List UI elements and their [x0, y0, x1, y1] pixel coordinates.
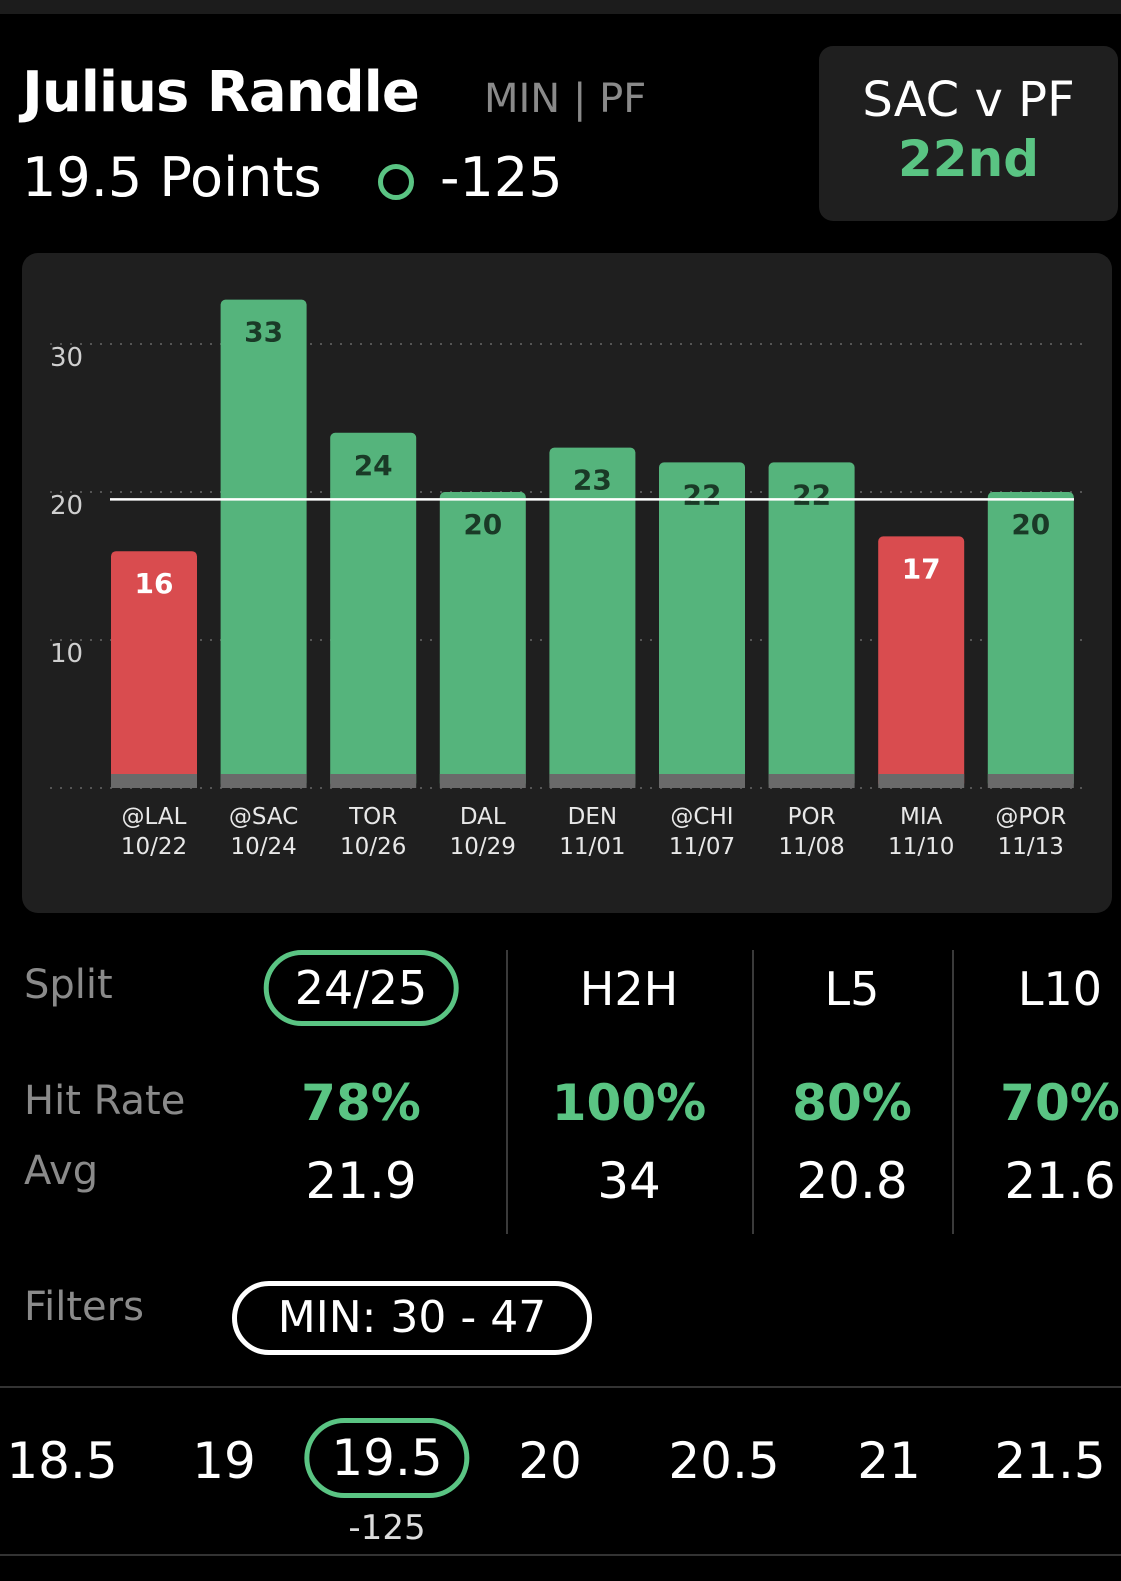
filters-label: Filters — [24, 1284, 144, 1330]
bar-chart: 10 20 30 16 @LAL 10/22 33 @SAC 10/24 24 TOR 10/26 20… — [50, 299, 1082, 860]
minutes-filter-pill[interactable]: MIN: 30 - 47 — [232, 1281, 592, 1355]
bar — [549, 447, 636, 788]
player-meta: MIN | PF — [484, 76, 647, 122]
split-avg-l10: 21.6 — [1004, 1152, 1116, 1210]
split-label: Split — [24, 962, 113, 1008]
x-tick-label: 10/24 — [230, 834, 296, 860]
x-tick-label: MIA — [900, 804, 943, 830]
y-tick-label: 30 — [50, 343, 83, 373]
circle-icon — [378, 164, 414, 200]
bar-base — [768, 774, 855, 788]
prop-line: 19.5 Points — [22, 146, 322, 209]
bar — [439, 492, 526, 788]
bar-value-label: 17 — [902, 552, 941, 585]
line-option[interactable]: 18.5 — [6, 1432, 118, 1490]
divider — [752, 950, 754, 1234]
x-tick-label: TOR — [348, 804, 397, 830]
bar — [768, 462, 855, 788]
bar — [330, 432, 417, 788]
x-tick-label: 11/08 — [778, 834, 844, 860]
split-avg-season: 21.9 — [305, 1152, 417, 1210]
x-tick-label: 11/07 — [669, 834, 735, 860]
line-option-selected[interactable]: 19.5 — [304, 1418, 470, 1498]
split-hit-season: 78% — [301, 1074, 421, 1132]
x-tick-label: 11/10 — [888, 834, 954, 860]
split-tab-season[interactable]: 24/25 — [263, 950, 459, 1026]
bar — [659, 462, 745, 788]
x-tick-label: @POR — [995, 804, 1066, 830]
x-tick-label: DAL — [460, 804, 506, 830]
bar-base — [987, 774, 1074, 788]
line-option[interactable]: 19 — [192, 1432, 256, 1490]
x-tick-label: 10/29 — [450, 834, 516, 860]
split-hit-h2h: 100% — [551, 1074, 707, 1132]
avg-label: Avg — [24, 1148, 99, 1194]
x-tick-label: POR — [788, 804, 836, 830]
split-tab-l5[interactable]: L5 — [824, 962, 880, 1016]
bar-value-label: 22 — [792, 478, 831, 511]
chart-panel: 10 20 30 16 @LAL 10/22 33 @SAC 10/24 24 TOR 10/26 20… — [22, 253, 1112, 913]
bar-base — [549, 774, 636, 788]
x-tick-label: @LAL — [122, 804, 187, 830]
bar-base — [659, 774, 745, 788]
bar-base — [111, 774, 197, 788]
selected-line-odds: -125 — [348, 1508, 426, 1548]
y-tick-label: 10 — [50, 639, 83, 669]
top-bar — [0, 0, 1121, 14]
bar-value-label: 22 — [683, 478, 722, 511]
bar-value-label: 24 — [354, 449, 393, 482]
bar-base — [878, 774, 965, 788]
bar-value-label: 20 — [1011, 508, 1050, 541]
bar — [111, 551, 197, 788]
bar-base — [330, 774, 417, 788]
matchup-card[interactable]: SAC v PF 22nd — [819, 46, 1118, 221]
player-name: Julius Randle — [22, 60, 420, 125]
bar-value-label: 16 — [135, 567, 174, 600]
prop-odds: -125 — [440, 146, 563, 209]
x-tick-label: 11/13 — [998, 834, 1064, 860]
split-avg-l5: 20.8 — [796, 1152, 908, 1210]
hit-rate-label: Hit Rate — [24, 1078, 186, 1124]
divider — [0, 1554, 1121, 1556]
split-hit-l5: 80% — [792, 1074, 912, 1132]
x-tick-label: 10/26 — [340, 834, 406, 860]
split-tab-l10[interactable]: L10 — [1017, 962, 1103, 1016]
bar-value-label: 23 — [573, 464, 612, 497]
x-tick-label: @SAC — [229, 804, 298, 830]
x-tick-label: @CHI — [670, 804, 733, 830]
split-tab-h2h[interactable]: H2H — [579, 962, 679, 1016]
line-option[interactable]: 20.5 — [668, 1432, 780, 1490]
divider — [0, 1386, 1121, 1388]
bar — [987, 492, 1074, 788]
line-option[interactable]: 21.5 — [994, 1432, 1106, 1490]
split-hit-l10: 70% — [1000, 1074, 1120, 1132]
bar — [220, 299, 307, 788]
bar-base — [439, 774, 526, 788]
x-tick-label: 10/22 — [121, 834, 187, 860]
divider — [506, 950, 508, 1234]
bar-value-label: 20 — [463, 508, 502, 541]
x-tick-label: 11/01 — [559, 834, 625, 860]
line-option[interactable]: 21 — [857, 1432, 921, 1490]
line-option[interactable]: 20 — [518, 1432, 582, 1490]
y-tick-label: 20 — [50, 491, 83, 521]
bar-value-label: 33 — [244, 316, 283, 349]
bar-base — [220, 774, 307, 788]
divider — [952, 950, 954, 1234]
x-tick-label: DEN — [568, 804, 617, 830]
split-avg-h2h: 34 — [597, 1152, 661, 1210]
bar — [878, 536, 965, 788]
matchup-title: SAC v PF — [862, 72, 1075, 128]
matchup-rank: 22nd — [898, 130, 1039, 188]
